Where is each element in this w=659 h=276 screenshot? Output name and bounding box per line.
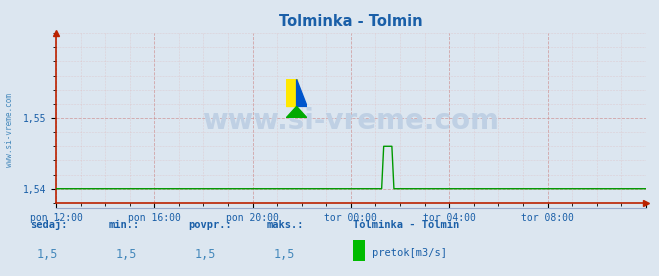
Text: www.si-vreme.com: www.si-vreme.com (202, 107, 500, 136)
Polygon shape (286, 79, 297, 106)
Polygon shape (297, 79, 307, 106)
Text: 1,5: 1,5 (273, 248, 295, 261)
Text: povpr.:: povpr.: (188, 220, 231, 230)
Polygon shape (286, 106, 307, 118)
Text: maks.:: maks.: (267, 220, 304, 230)
Title: Tolminka - Tolmin: Tolminka - Tolmin (279, 14, 422, 29)
Text: sedaj:: sedaj: (30, 219, 67, 230)
Text: min.:: min.: (109, 220, 140, 230)
Text: Tolminka - Tolmin: Tolminka - Tolmin (353, 220, 459, 230)
Text: 1,5: 1,5 (115, 248, 136, 261)
Text: 1,5: 1,5 (36, 248, 57, 261)
Text: www.si-vreme.com: www.si-vreme.com (5, 93, 14, 167)
Text: pretok[m3/s]: pretok[m3/s] (372, 248, 447, 258)
Text: 1,5: 1,5 (194, 248, 215, 261)
